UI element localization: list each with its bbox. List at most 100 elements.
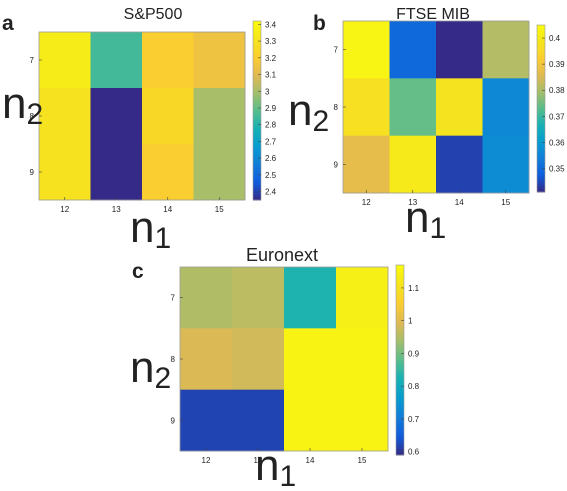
colorbar-segment — [253, 164, 261, 168]
colorbar-segment — [396, 423, 404, 427]
heatmap-cell-r2-c2 — [284, 389, 337, 452]
colorbar-segment — [396, 404, 404, 408]
x-tick-label: 12 — [60, 205, 69, 214]
colorbar-segment — [537, 144, 545, 148]
heatmap-cell-r0-c1 — [232, 267, 285, 329]
colorbar-segment — [537, 169, 545, 174]
x-tick-label: 13 — [408, 198, 417, 207]
colorbar-tick-label: 0.36 — [549, 138, 565, 147]
panel-c-title: Euronext — [246, 245, 318, 265]
colorbar-segment — [253, 53, 261, 58]
panel-c-x-ticks: 12 13 14 15 — [202, 448, 367, 465]
colorbar-segment — [253, 134, 261, 138]
colorbar-segment — [537, 27, 545, 32]
colorbar-segment — [396, 432, 404, 437]
colorbar-tick-label: 0.35 — [549, 165, 565, 174]
panel-b-ylabel-main: n — [288, 86, 312, 135]
colorbar-tick-label: 3 — [265, 87, 270, 96]
panel-a-xlabel-sub: 1 — [154, 222, 171, 255]
colorbar-segment — [253, 149, 261, 153]
colorbar-segment — [537, 155, 545, 160]
panel-a-label: a — [2, 12, 14, 35]
colorbar-segment — [253, 122, 261, 126]
colorbar-segment — [253, 83, 261, 88]
colorbar-segment — [253, 77, 261, 82]
panel-a: a S&P500 12 13 14 15 789 3.43.33.23.132.92.… — [2, 6, 277, 255]
colorbar-segment — [537, 52, 545, 57]
panel-b-cells — [342, 20, 530, 194]
colorbar-segment — [537, 105, 545, 109]
colorbar-segment — [253, 194, 261, 198]
colorbar-segment — [396, 322, 404, 326]
y-tick-label: 8 — [171, 355, 176, 364]
heatmap-cell-r0-c2 — [436, 21, 483, 79]
heatmap-cell-r0-c2 — [284, 267, 337, 329]
colorbar-segment — [537, 161, 545, 165]
colorbar-segment — [396, 379, 404, 383]
colorbar-segment — [537, 94, 545, 98]
colorbar-tick-label: 1 — [408, 317, 413, 326]
colorbar-segment — [537, 111, 545, 115]
panel-a-ylabel-main: n — [2, 79, 26, 128]
colorbar-segment — [396, 394, 404, 399]
colorbar-segment — [253, 104, 261, 109]
colorbar-segment — [253, 119, 261, 123]
colorbar-tick-label: 2.7 — [265, 137, 277, 146]
colorbar-segment — [253, 143, 261, 147]
colorbar-segment — [253, 98, 261, 103]
colorbar-segment — [396, 366, 404, 370]
colorbar-segment — [396, 293, 404, 298]
colorbar-segment — [537, 61, 545, 65]
x-tick-label: 12 — [202, 456, 211, 465]
colorbar-segment — [396, 334, 404, 339]
x-tick-label: 15 — [358, 456, 367, 465]
colorbar-segment — [253, 59, 261, 64]
colorbar-segment — [396, 363, 404, 367]
heatmap-cell-r0-c1 — [90, 32, 143, 89]
panel-c-label: c — [132, 260, 144, 283]
colorbar-segment — [537, 141, 545, 146]
colorbar-segment — [396, 420, 404, 424]
colorbar-segment — [253, 137, 261, 141]
colorbar-segment — [253, 65, 261, 70]
panel-a-y-ticks: 7 8 9 — [30, 56, 42, 177]
colorbar-segment — [253, 86, 261, 91]
colorbar-tick-label: 0.8 — [408, 382, 420, 391]
x-tick-label: 14 — [306, 456, 315, 465]
colorbar-segment — [396, 312, 404, 317]
colorbar-tick-label: 3.3 — [265, 37, 277, 46]
colorbar-segment — [396, 417, 404, 421]
colorbar-tick-label: 2.4 — [265, 188, 277, 197]
panel-a-cells — [38, 31, 246, 201]
colorbar-segment — [537, 30, 545, 34]
colorbar-segment — [253, 188, 261, 192]
heatmap-cell-r1-c3 — [336, 328, 389, 391]
colorbar-segment — [396, 287, 404, 291]
colorbar-segment — [396, 350, 404, 355]
colorbar-segment — [396, 299, 404, 304]
colorbar-segment — [253, 41, 261, 46]
heatmap-cell-r1-c3 — [482, 78, 530, 137]
heatmap-cell-r0-c3 — [193, 32, 246, 89]
colorbar-segment — [537, 183, 545, 187]
y-tick-label: 7 — [334, 46, 339, 55]
colorbar-segment — [396, 318, 404, 323]
colorbar-segment — [396, 268, 404, 272]
colorbar-segment — [396, 331, 404, 336]
colorbar-segment — [537, 186, 545, 190]
colorbar-tick-label: 2.9 — [265, 104, 277, 113]
colorbar-segment — [537, 153, 545, 157]
colorbar-segment — [396, 391, 404, 396]
colorbar-segment — [537, 83, 545, 87]
heatmap-cell-r1-c0 — [343, 78, 390, 137]
heatmap-cell-r0-c1 — [389, 21, 437, 79]
heatmap-cell-r2-c0 — [39, 144, 91, 201]
colorbar-segment — [537, 150, 545, 154]
colorbar-segment — [537, 36, 545, 40]
colorbar-tick-label: 0.37 — [549, 112, 565, 121]
colorbar-segment — [396, 360, 404, 364]
colorbar-tick-label: 3.4 — [265, 20, 277, 29]
colorbar-segment — [396, 413, 404, 418]
heatmap-cell-r2-c1 — [90, 144, 143, 201]
panel-b-colorbar-ticks: 0.4 0.39 0.38 0.37 0.36 0.35 — [542, 34, 565, 174]
